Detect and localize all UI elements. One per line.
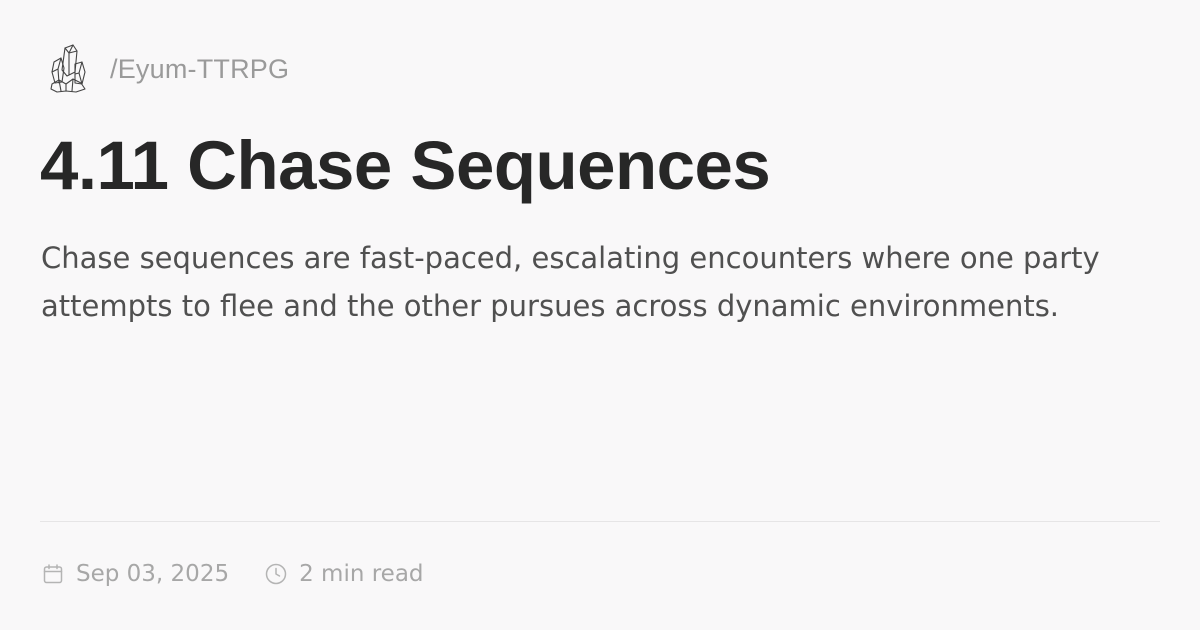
clock-icon	[263, 561, 289, 587]
article-description: Chase sequences are fast-paced, escalati…	[41, 241, 1100, 323]
publish-date: Sep 03, 2025	[40, 561, 229, 587]
read-time: 2 min read	[263, 561, 424, 587]
site-header: /Eyum-TTRPG	[48, 42, 289, 96]
read-time-text: 2 min read	[299, 561, 424, 587]
divider	[40, 521, 1160, 522]
publish-date-text: Sep 03, 2025	[76, 561, 230, 587]
calendar-icon	[40, 561, 66, 587]
crystal-cluster-icon[interactable]	[48, 42, 88, 96]
site-name-link[interactable]: /Eyum-TTRPG	[110, 53, 290, 84]
article-meta: Sep 03, 2025 2 min read	[40, 554, 458, 594]
page-title: 4.11 Chase Sequences	[40, 127, 771, 204]
